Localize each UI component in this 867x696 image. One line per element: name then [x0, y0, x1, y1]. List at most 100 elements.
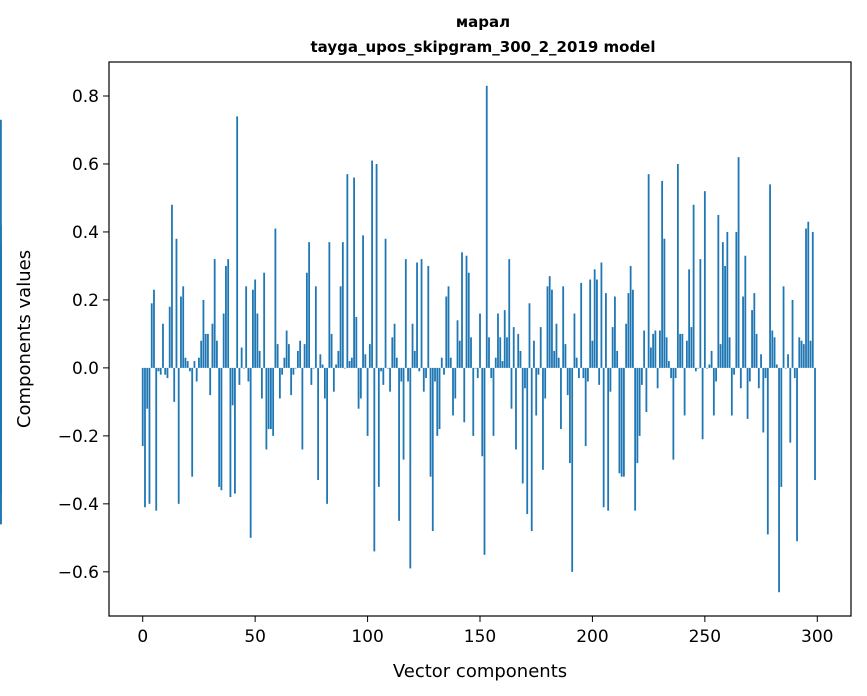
bar — [665, 337, 668, 368]
chart-title: марал — [456, 13, 510, 31]
bar — [632, 289, 634, 368]
bar — [598, 367, 601, 385]
bar — [346, 174, 349, 368]
bar — [348, 361, 351, 368]
bar — [717, 214, 720, 368]
bar — [569, 367, 571, 464]
bar — [465, 255, 468, 368]
bar — [389, 367, 391, 392]
bar — [755, 333, 758, 368]
bar — [416, 262, 418, 368]
bar — [809, 340, 812, 368]
bar — [506, 337, 508, 368]
bar — [395, 357, 398, 368]
bar — [456, 320, 459, 368]
x-tick-label: 300 — [801, 627, 833, 647]
bar — [526, 367, 529, 515]
bar — [265, 367, 268, 450]
bar — [0, 327, 2, 368]
bar — [186, 361, 189, 368]
bar — [748, 367, 751, 382]
bar — [425, 367, 427, 379]
bar — [578, 367, 580, 379]
bar — [294, 367, 297, 369]
bar — [359, 367, 362, 399]
bar — [623, 367, 625, 477]
bar — [362, 235, 364, 368]
x-tick-label: 250 — [689, 627, 721, 647]
bar — [706, 367, 708, 369]
bar — [355, 316, 358, 368]
bar — [377, 367, 380, 487]
bar — [640, 367, 643, 385]
bar — [649, 347, 652, 368]
bar — [267, 367, 270, 430]
bar — [645, 367, 648, 413]
bar — [207, 333, 209, 368]
bar — [204, 333, 207, 368]
x-axis-label: Vector components — [393, 661, 567, 682]
bar — [542, 367, 544, 470]
bar — [292, 367, 295, 375]
bar — [209, 367, 212, 396]
bar — [535, 367, 538, 416]
bar — [357, 367, 360, 409]
bar — [335, 364, 337, 368]
bar — [272, 367, 275, 436]
bar — [274, 228, 277, 368]
x-tick-label: 0 — [137, 627, 148, 647]
bar — [454, 367, 457, 399]
bar — [699, 259, 702, 368]
bar — [472, 367, 475, 436]
bar — [814, 367, 816, 481]
bar — [508, 259, 511, 368]
bar — [386, 367, 389, 369]
bar — [733, 367, 735, 375]
bar — [762, 367, 765, 433]
bar — [321, 364, 324, 368]
bar — [422, 367, 425, 392]
bar — [431, 367, 434, 532]
bar — [407, 367, 409, 382]
bar — [231, 367, 234, 406]
bar — [517, 333, 520, 368]
bar — [596, 279, 598, 368]
bar — [661, 180, 664, 368]
bar — [694, 367, 697, 372]
y-axis-ticks: −0.6 −0.4 −0.2 0.0 0.2 0.4 0.6 0.8 — [58, 87, 109, 583]
bar — [481, 367, 484, 457]
x-tick-label: 100 — [351, 627, 383, 647]
bar — [766, 367, 769, 535]
bar — [611, 327, 614, 368]
bar — [690, 327, 693, 368]
bar — [573, 313, 576, 368]
bar — [247, 367, 250, 382]
bar — [276, 344, 279, 368]
bar — [375, 163, 378, 368]
bar — [703, 191, 706, 368]
bar — [155, 367, 158, 511]
bar — [195, 367, 198, 382]
bar — [553, 350, 556, 368]
bar — [555, 323, 558, 368]
bar — [692, 204, 695, 368]
bar — [384, 238, 387, 368]
bar — [634, 367, 637, 511]
bar — [564, 344, 567, 368]
bar — [278, 367, 281, 399]
bar — [663, 238, 666, 368]
bar — [420, 259, 423, 368]
bar — [652, 333, 655, 368]
bar — [337, 350, 340, 368]
bar — [227, 259, 230, 368]
bar — [676, 163, 679, 368]
bar — [296, 350, 299, 368]
bar — [249, 367, 252, 538]
bar — [182, 286, 185, 368]
bar — [807, 221, 810, 368]
bar — [647, 174, 650, 368]
bar — [256, 313, 259, 368]
bar — [658, 330, 661, 368]
y-tick-label: 0.4 — [72, 223, 99, 243]
y-tick-label: −0.4 — [58, 495, 99, 515]
